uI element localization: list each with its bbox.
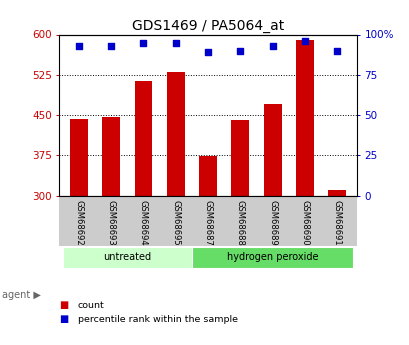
Bar (295, 40, 313, 196)
Bar (63, 247, 191, 268)
Text: hydrogen peroxide: hydrogen peroxide (227, 252, 318, 262)
Bar (231, 120, 249, 196)
Text: GSM68690: GSM68690 (300, 200, 309, 245)
Text: GSM68689: GSM68689 (267, 200, 276, 245)
Bar (166, 72, 184, 196)
Point (75, 43, 82, 49)
Bar (134, 81, 152, 196)
Point (108, 43, 114, 49)
Text: GSM68691: GSM68691 (332, 200, 341, 245)
Point (172, 40, 179, 45)
Text: ■: ■ (59, 300, 69, 310)
Text: untreated: untreated (103, 252, 151, 262)
Bar (199, 156, 216, 196)
Text: ■: ■ (59, 314, 69, 324)
Point (333, 48, 340, 53)
Text: GSM68693: GSM68693 (106, 200, 115, 245)
Bar (102, 117, 120, 196)
Text: GSM68695: GSM68695 (171, 200, 180, 245)
Point (204, 49, 211, 55)
Point (301, 38, 308, 44)
Title: GDS1469 / PA5064_at: GDS1469 / PA5064_at (132, 19, 283, 33)
Text: GSM68688: GSM68688 (235, 200, 244, 246)
Point (269, 43, 275, 49)
Text: agent ▶: agent ▶ (2, 290, 41, 300)
Point (140, 40, 146, 45)
Point (236, 48, 243, 53)
Bar (328, 190, 345, 196)
Text: GSM68692: GSM68692 (74, 200, 83, 245)
Bar (191, 247, 353, 268)
Text: percentile rank within the sample: percentile rank within the sample (78, 315, 237, 324)
Text: GSM68687: GSM68687 (203, 200, 212, 246)
Text: GSM68694: GSM68694 (139, 200, 148, 245)
Bar (70, 119, 88, 196)
Bar (263, 104, 281, 196)
Text: count: count (78, 301, 104, 310)
